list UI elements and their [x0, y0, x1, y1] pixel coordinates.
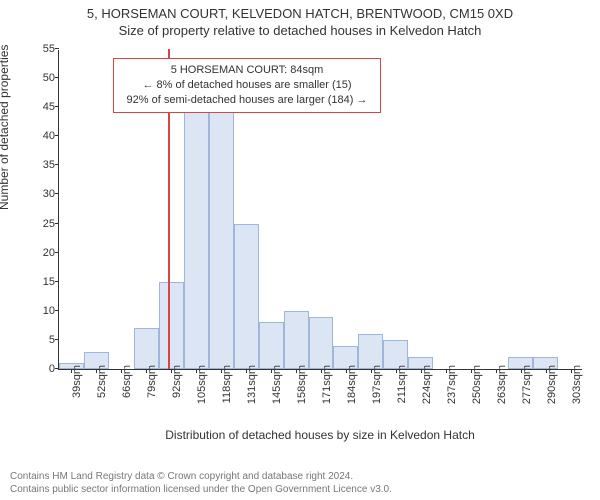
y-tick-label: 5	[25, 334, 55, 346]
x-tick-label: 211sqm	[396, 365, 408, 403]
histogram-bar	[284, 311, 309, 369]
chart-title-line2: Size of property relative to detached ho…	[0, 21, 600, 38]
y-tick-label: 20	[25, 247, 55, 259]
x-tick-label: 158sqm	[296, 365, 308, 404]
y-tick-label: 30	[25, 188, 55, 200]
y-tick-mark	[55, 77, 59, 78]
x-tick-label: 184sqm	[346, 365, 358, 404]
histogram-bar	[309, 317, 334, 369]
y-tick-mark	[55, 48, 59, 49]
x-tick-label: 39sqm	[71, 365, 83, 398]
x-tick-label: 92sqm	[171, 365, 183, 398]
footer-attribution: Contains HM Land Registry data © Crown c…	[10, 471, 392, 496]
x-axis-label: Distribution of detached houses by size …	[58, 428, 582, 442]
x-tick-label: 277sqm	[521, 365, 533, 404]
y-axis-label: Number of detached properties	[0, 45, 11, 210]
y-tick-label: 15	[25, 276, 55, 288]
footer-line2: Contains public sector information licen…	[10, 484, 392, 497]
footer-line1: Contains HM Land Registry data © Crown c…	[10, 471, 392, 484]
histogram-bar	[358, 334, 383, 369]
annotation-line: 92% of semi-detached houses are larger (…	[122, 93, 372, 108]
y-tick-mark	[55, 223, 59, 224]
y-tick-label: 40	[25, 130, 55, 142]
annotation-line: 5 HORSEMAN COURT: 84sqm	[122, 63, 372, 78]
y-tick-label: 35	[25, 159, 55, 171]
y-tick-label: 50	[25, 72, 55, 84]
x-tick-label: 197sqm	[371, 365, 383, 404]
x-tick-label: 263sqm	[496, 365, 508, 404]
chart-container: Number of detached properties 0510152025…	[0, 40, 600, 440]
y-tick-mark	[55, 339, 59, 340]
y-tick-mark	[55, 193, 59, 194]
y-tick-label: 45	[25, 101, 55, 113]
histogram-bar	[159, 282, 184, 369]
x-tick-label: 145sqm	[271, 365, 283, 404]
chart-title-line1: 5, HORSEMAN COURT, KELVEDON HATCH, BRENT…	[0, 0, 600, 21]
annotation-box: 5 HORSEMAN COURT: 84sqm← 8% of detached …	[113, 58, 381, 113]
y-tick-label: 25	[25, 218, 55, 230]
x-tick-label: 131sqm	[246, 365, 258, 404]
x-tick-label: 250sqm	[471, 365, 483, 404]
histogram-bar	[234, 224, 259, 369]
x-tick-label: 105sqm	[196, 365, 208, 404]
y-tick-mark	[55, 310, 59, 311]
y-tick-mark	[55, 252, 59, 253]
y-tick-mark	[55, 164, 59, 165]
annotation-line: ← 8% of detached houses are smaller (15)	[122, 78, 372, 93]
y-tick-label: 55	[25, 43, 55, 55]
histogram-bar	[259, 322, 284, 369]
y-tick-label: 0	[25, 363, 55, 375]
histogram-bar	[209, 101, 234, 369]
x-tick-label: 224sqm	[421, 365, 433, 404]
x-tick-label: 237sqm	[446, 365, 458, 404]
x-tick-label: 66sqm	[121, 365, 133, 398]
x-tick-label: 290sqm	[546, 365, 558, 404]
x-tick-label: 52sqm	[96, 365, 108, 398]
y-tick-label: 10	[25, 305, 55, 317]
x-tick-label: 171sqm	[321, 365, 333, 404]
x-tick-label: 79sqm	[146, 365, 158, 398]
histogram-bar	[184, 96, 209, 369]
y-tick-mark	[55, 135, 59, 136]
y-tick-mark	[55, 106, 59, 107]
plot-area: 051015202530354045505539sqm52sqm66sqm79s…	[58, 50, 582, 370]
x-tick-label: 303sqm	[571, 365, 583, 404]
histogram-bar	[134, 328, 159, 369]
x-tick-label: 118sqm	[221, 365, 233, 403]
y-tick-mark	[55, 281, 59, 282]
